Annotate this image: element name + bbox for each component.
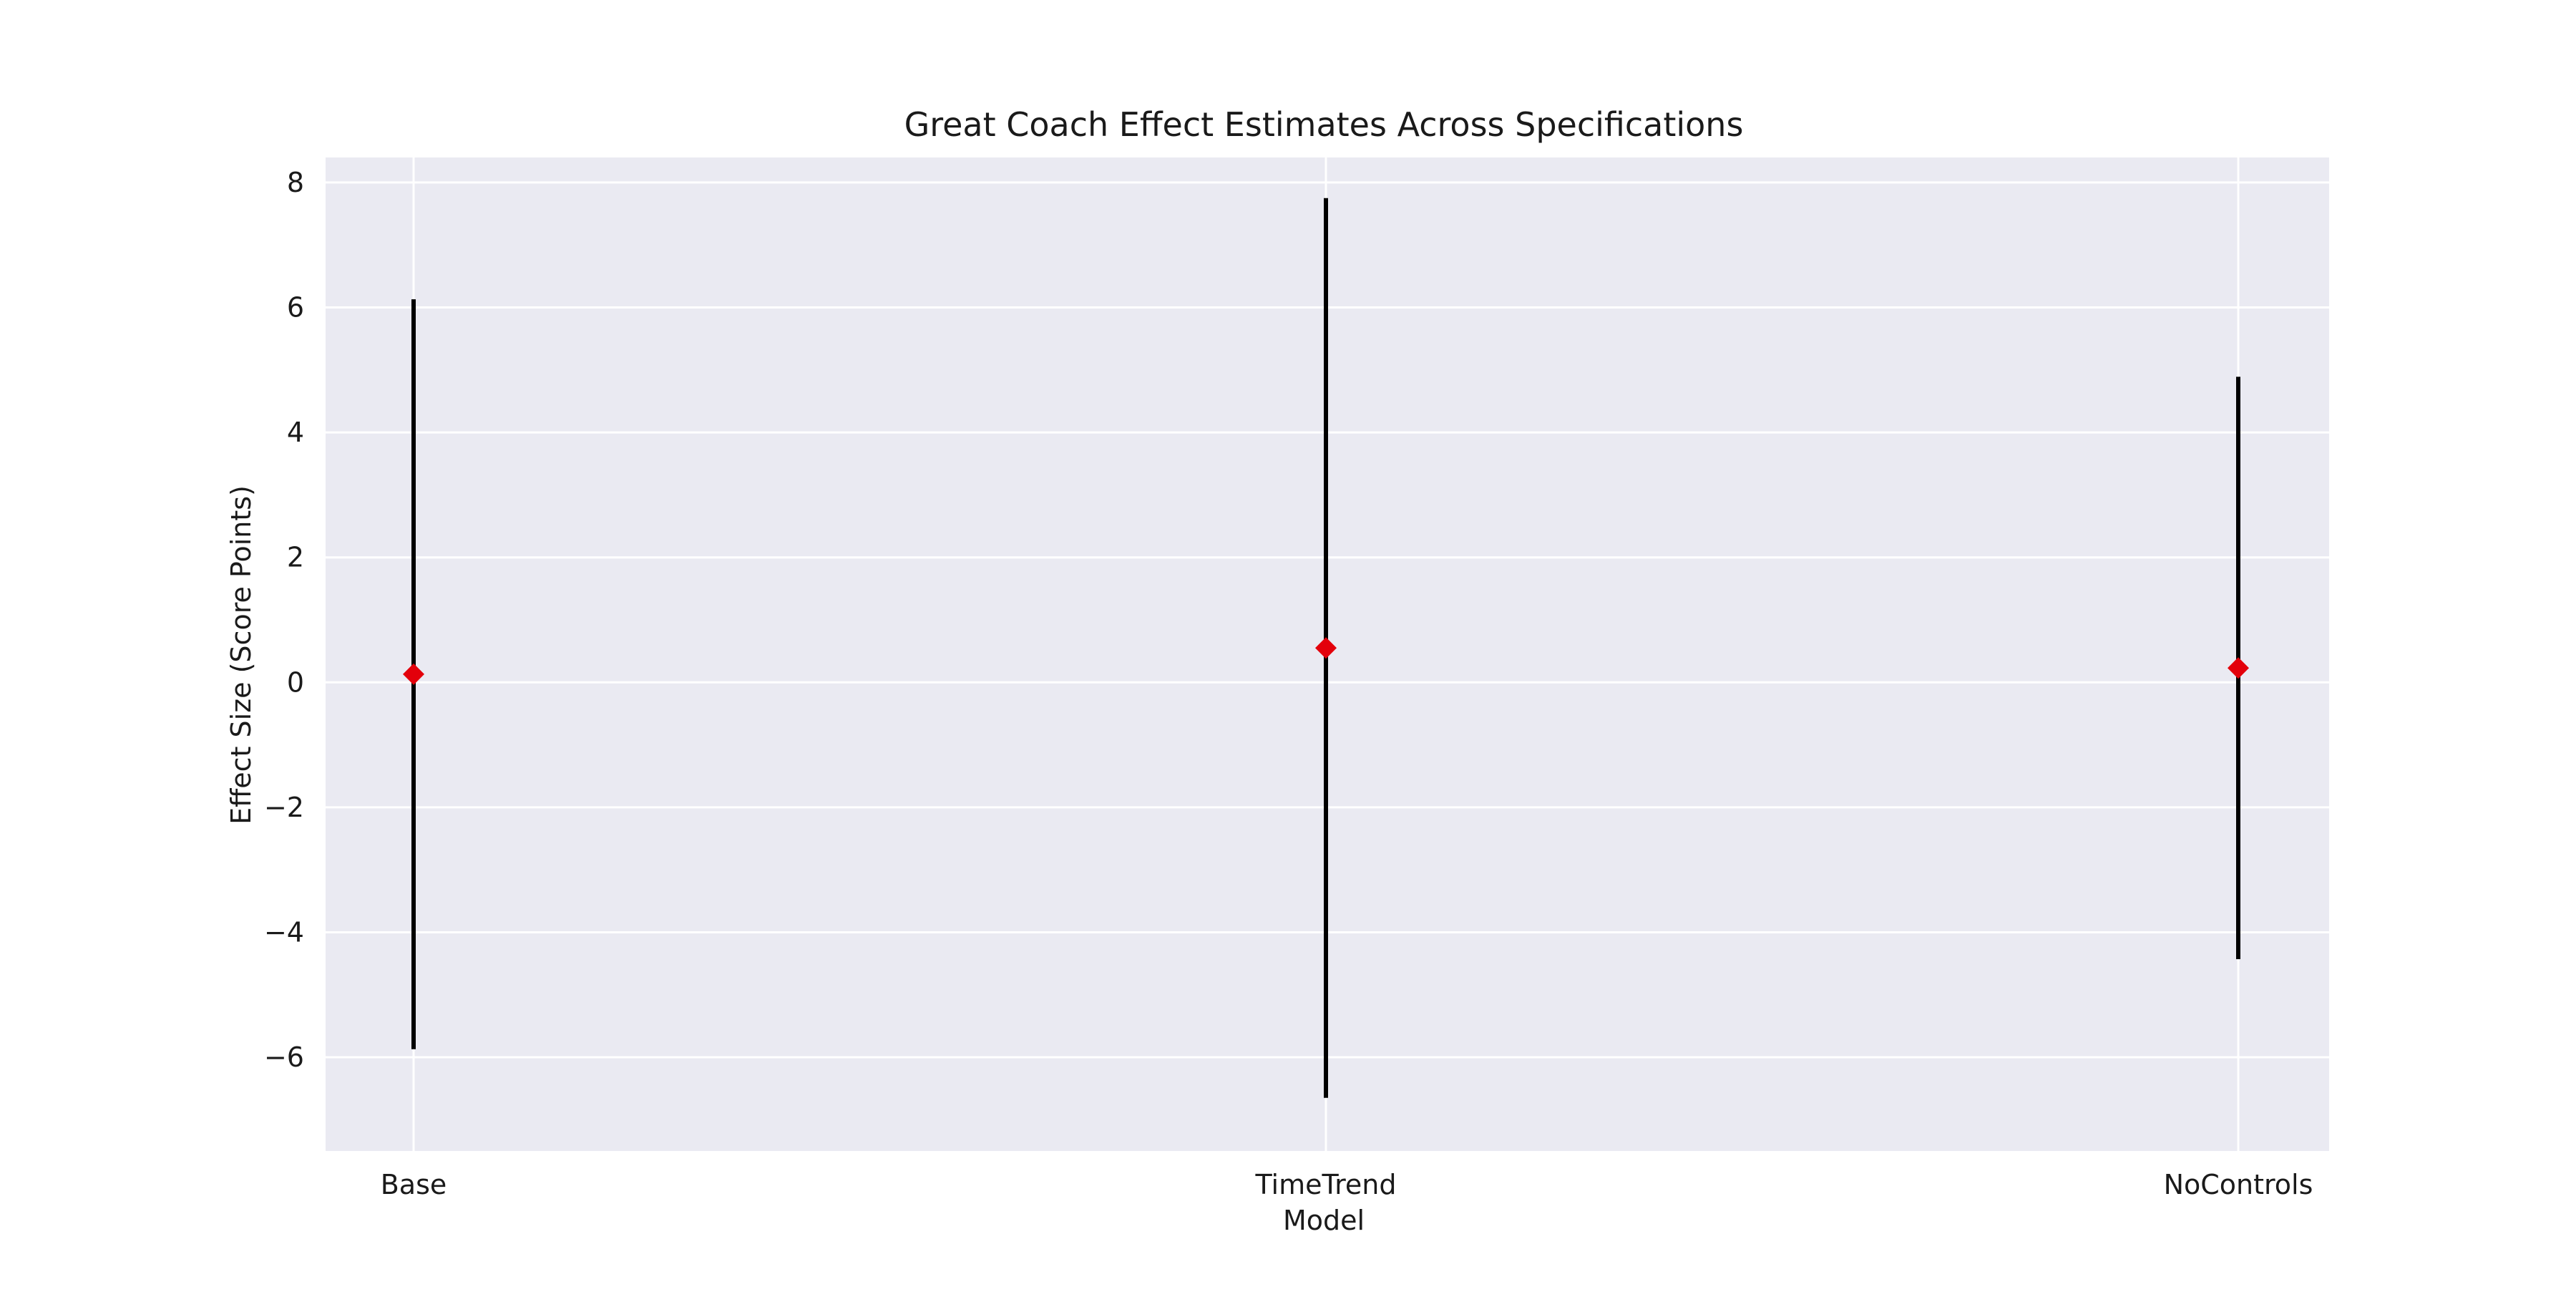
estimate-marker (1315, 637, 1337, 659)
y-tick-label: 8 (287, 167, 304, 198)
y-tick-label: 2 (287, 542, 304, 573)
x-tick-label: NoControls (2164, 1169, 2313, 1200)
estimate-markers (403, 637, 2249, 685)
y-axis-label: Effect Size (Score Points) (225, 485, 257, 825)
estimate-marker (403, 663, 424, 685)
estimate-marker (2228, 657, 2249, 679)
chart-title: Great Coach Effect Estimates Across Spec… (904, 105, 1744, 144)
x-tick-labels: Base TimeTrend NoControls (381, 1169, 2313, 1200)
y-tick-label: −4 (264, 916, 304, 948)
y-tick-label: 0 (287, 666, 304, 698)
x-tick-label: Base (381, 1169, 447, 1200)
x-tick-label: TimeTrend (1255, 1169, 1397, 1200)
y-tick-labels: −6 −4 −2 0 2 4 6 8 (264, 167, 304, 1073)
y-tick-label: 4 (287, 417, 304, 448)
y-tick-label: −6 (264, 1041, 304, 1073)
x-axis-label: Model (1283, 1205, 1365, 1236)
y-tick-label: −2 (264, 792, 304, 823)
y-tick-label: 6 (287, 292, 304, 324)
